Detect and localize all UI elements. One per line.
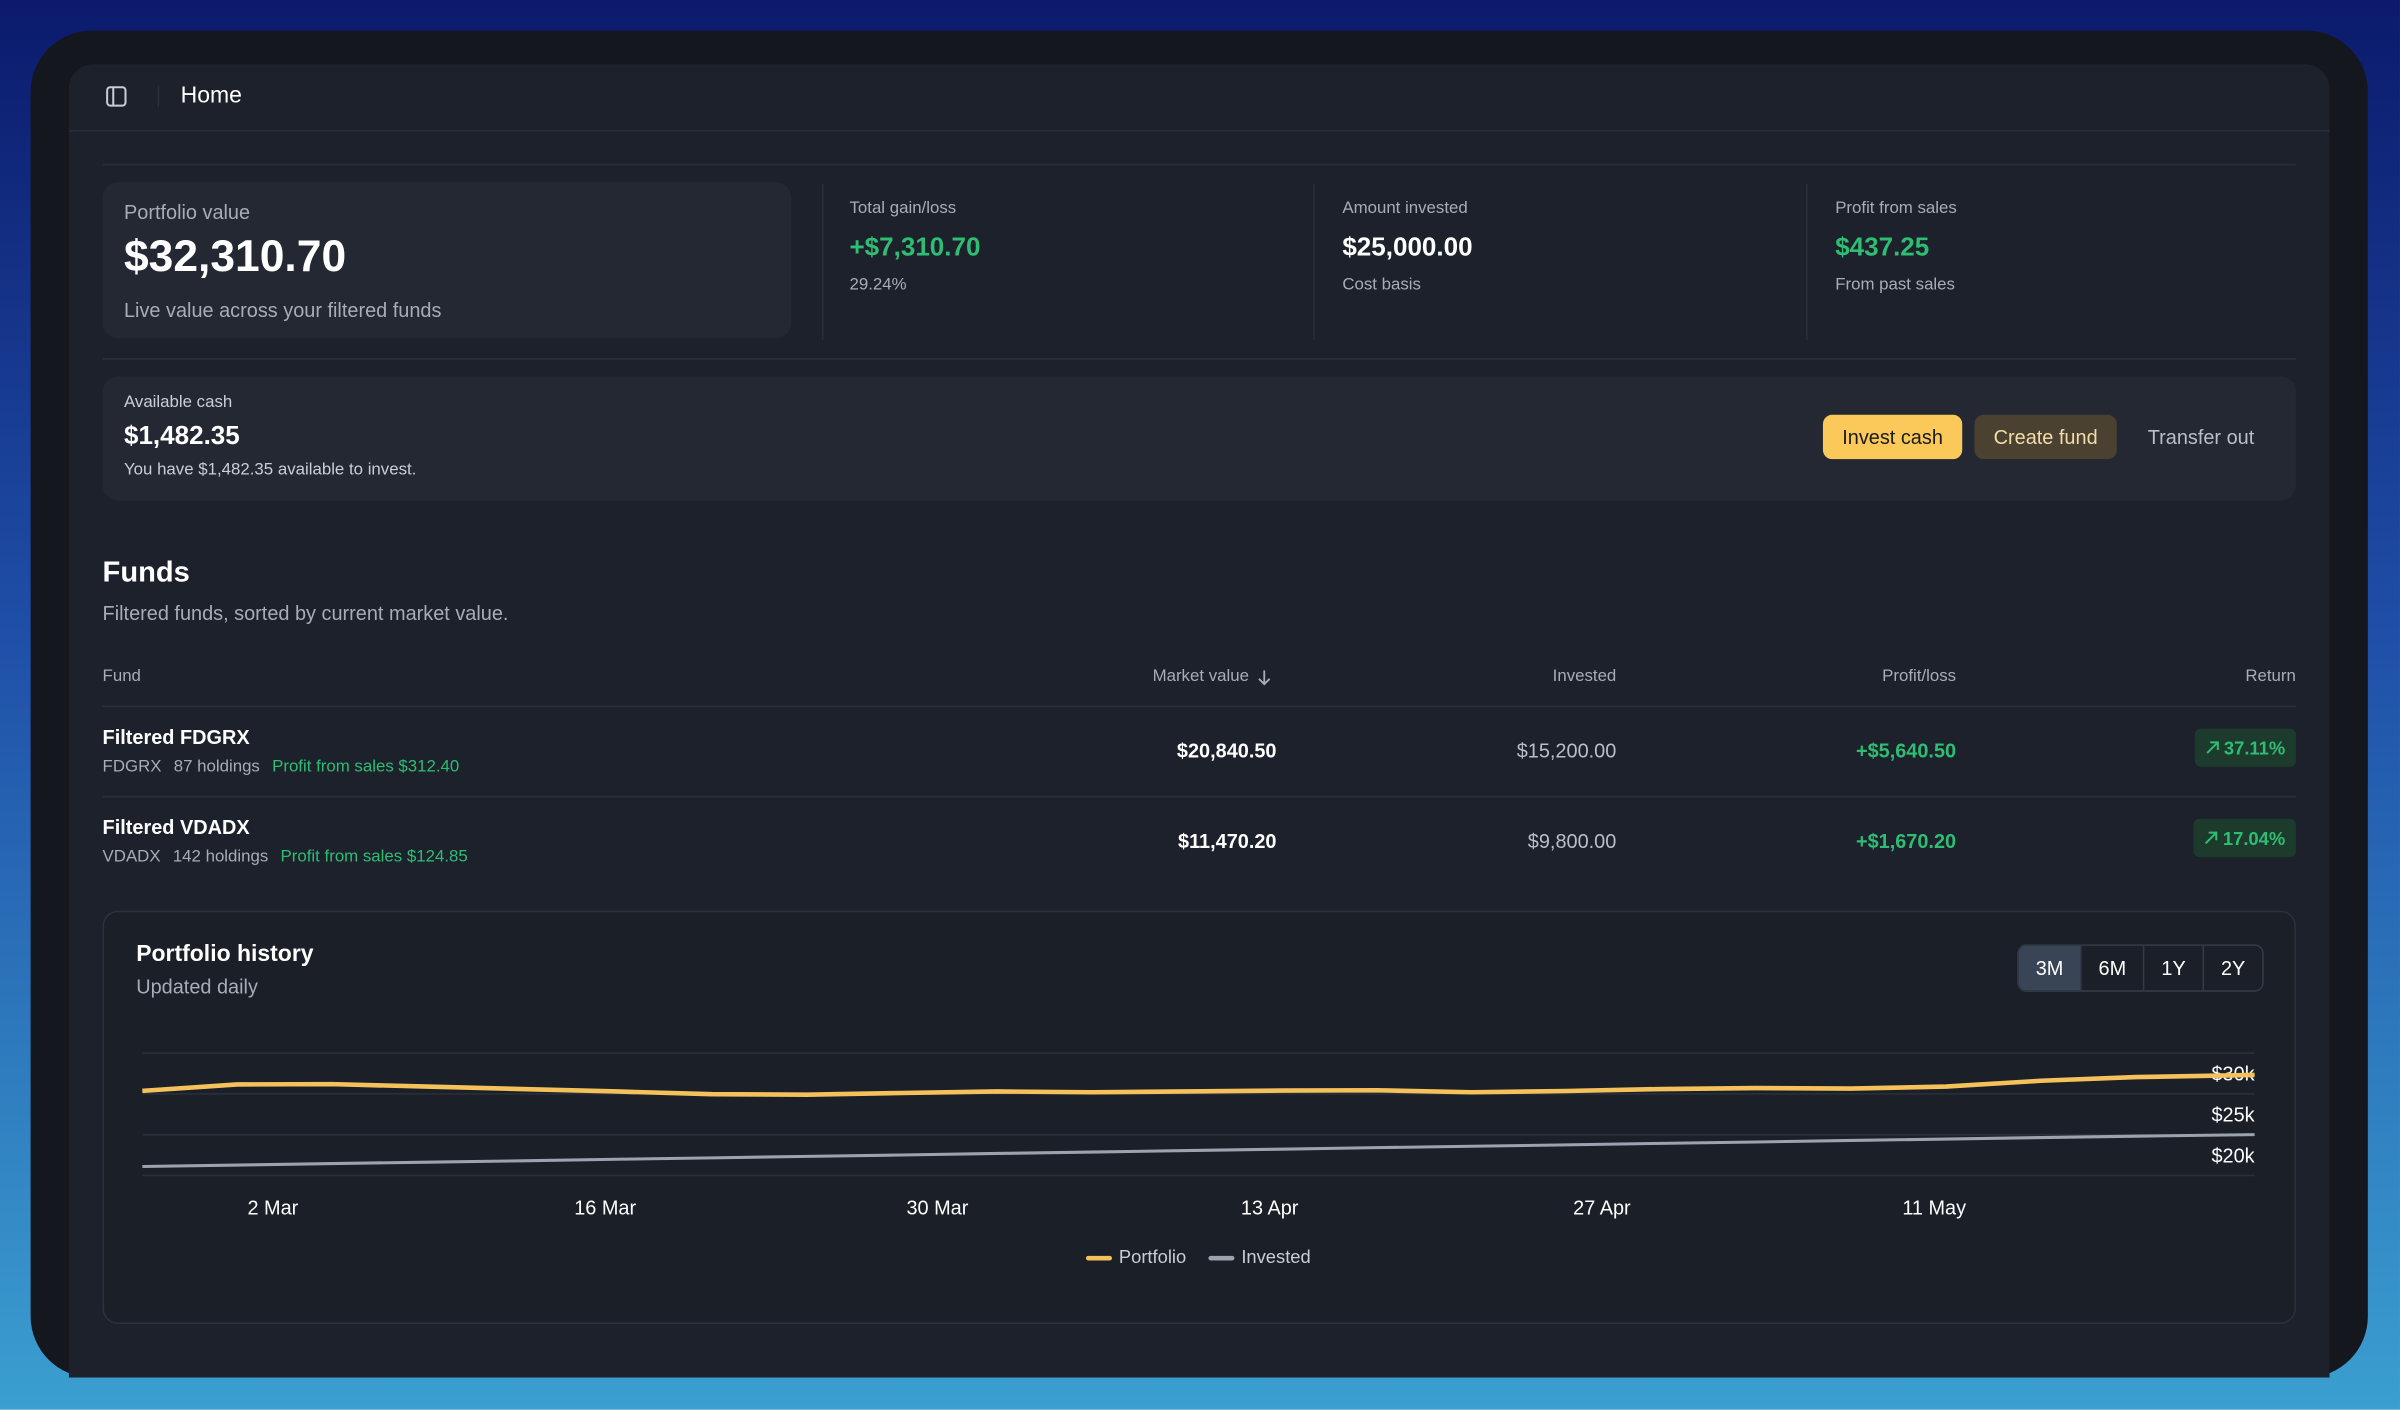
cash-card xyxy=(102,376,2296,501)
column-header: Fund xyxy=(102,667,141,686)
stat-label: Amount invested xyxy=(1342,198,1468,218)
sales: Profit from sales $312.40 xyxy=(272,757,460,777)
history-card xyxy=(102,910,2296,1324)
y-tick-label: $25k xyxy=(2211,1105,2254,1127)
range-selector: 3M 6M 1Y 2Y xyxy=(2017,944,2264,992)
stat-label: Profit from sales xyxy=(1835,198,1957,218)
stat-note: Cost basis xyxy=(1342,275,1421,294)
x-tick-label: 30 Mar xyxy=(906,1197,968,1219)
value: $1,482.35 xyxy=(123,420,240,450)
x-tick-label: 16 Mar xyxy=(574,1197,636,1219)
market-value: $20,840.50 xyxy=(1176,739,1277,763)
profit: +$5,640.50 xyxy=(1855,739,1957,763)
fund-name[interactable]: Filtered VDADX xyxy=(102,815,250,839)
top-bar: Home xyxy=(68,64,2330,132)
ticker: VDADX xyxy=(102,847,161,867)
fund-meta: VDADX 142 holdings Profit from sales $124.… xyxy=(103,848,468,866)
up-arrow xyxy=(2206,741,2219,754)
portfolio-card xyxy=(102,182,792,339)
chart-subtitle: Updated daily xyxy=(136,974,258,998)
stat-label: Total gain/loss xyxy=(849,198,957,218)
section-subtitle: Filtered funds, sorted by current market… xyxy=(102,601,509,625)
x-tick-label: 13 Apr xyxy=(1241,1197,1299,1219)
stat-note: From past sales xyxy=(1835,275,1955,294)
return-badge: 37.11% xyxy=(2194,728,2296,767)
value: $32,310.70 xyxy=(123,232,347,282)
range-button[interactable]: 1Y xyxy=(2143,945,2203,991)
range-button[interactable]: 3M xyxy=(2018,945,2081,991)
profit: +$1,670.20 xyxy=(1855,829,1957,853)
series-line xyxy=(142,1133,2255,1169)
note: You have $1,482.35 available to invest. xyxy=(123,460,417,480)
invested: $15,200.00 xyxy=(1516,739,1617,763)
up-arrow xyxy=(2205,831,2218,845)
sales: Profit from sales $124.85 xyxy=(280,847,468,867)
section-title: Funds xyxy=(102,557,190,590)
sidebar-toggle[interactable] xyxy=(106,86,127,107)
sort-icon xyxy=(1258,670,1271,686)
y-tick-label: $20k xyxy=(2211,1145,2254,1167)
column-header[interactable]: Market value xyxy=(1152,667,1249,686)
create-fund-button[interactable]: Create fund xyxy=(1974,414,2117,460)
invest-button[interactable]: Invest cash xyxy=(1822,414,1963,460)
column-header: Profit/loss xyxy=(1882,667,1957,686)
return: 37.11% xyxy=(2223,736,2286,759)
x-tick-label: 2 Mar xyxy=(247,1197,298,1219)
transfer-button[interactable]: Transfer out xyxy=(2147,425,2255,449)
range-button[interactable]: 6M xyxy=(2080,945,2143,991)
column-header: Return xyxy=(2245,667,2296,686)
legend-label: Invested xyxy=(1241,1246,1310,1267)
range-button[interactable]: 2Y xyxy=(2202,945,2263,991)
holdings: 142 holdings xyxy=(172,847,269,867)
x-tick-label: 27 Apr xyxy=(1573,1197,1631,1219)
x-tick-label: 11 May xyxy=(1902,1197,1966,1219)
stat-value: $25,000.00 xyxy=(1342,232,1473,262)
fund-name[interactable]: Filtered FDGRX xyxy=(102,725,250,749)
page-title: Home xyxy=(180,82,242,109)
chart-title: Portfolio history xyxy=(136,941,314,968)
market-value: $11,470.20 xyxy=(1178,829,1277,853)
stat-value: +$7,310.70 xyxy=(849,232,981,262)
return: 17.04% xyxy=(2222,827,2286,849)
stat-value: $437.25 xyxy=(1835,232,1930,262)
series-line xyxy=(142,1072,2255,1097)
ticker: FDGRX xyxy=(102,757,162,777)
return-badge: 17.04% xyxy=(2193,818,2296,858)
label: Available cash xyxy=(123,393,233,412)
stat-note: 29.24% xyxy=(849,275,907,294)
legend-label: Portfolio xyxy=(1119,1246,1186,1267)
note: Live value across your filtered funds xyxy=(123,298,442,322)
label: Portfolio value xyxy=(123,200,251,224)
column-header: Invested xyxy=(1552,667,1617,686)
invested: $9,800.00 xyxy=(1527,829,1617,853)
fund-meta: FDGRX 87 holdings Profit from sales $312.4… xyxy=(103,758,460,776)
holdings: 87 holdings xyxy=(173,757,260,777)
